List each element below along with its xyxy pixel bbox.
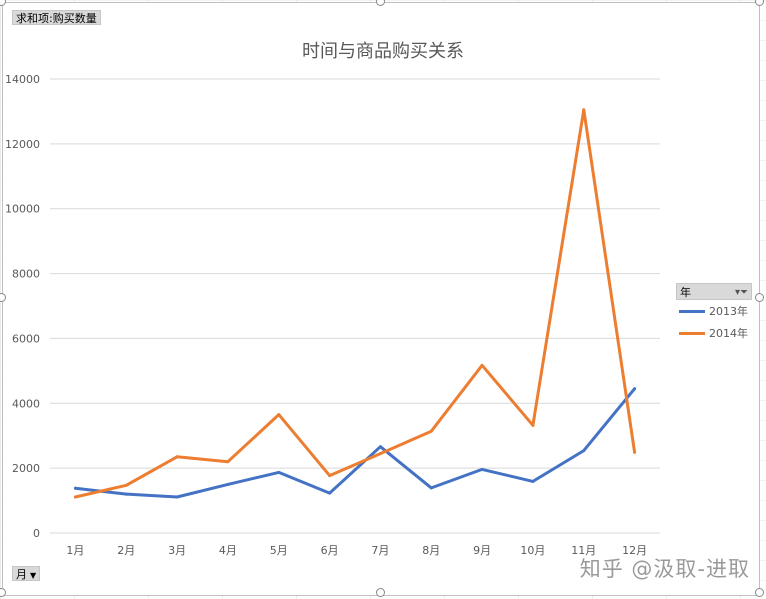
data-point xyxy=(226,482,230,486)
series-line-1 xyxy=(73,387,637,499)
resize-handle-top[interactable] xyxy=(376,0,385,6)
data-point xyxy=(429,486,433,490)
data-point xyxy=(328,491,332,495)
axis-field-button[interactable]: 月 ▼ xyxy=(12,566,41,581)
data-point xyxy=(582,449,586,453)
data-point xyxy=(480,467,484,471)
legend-field-label: 年 xyxy=(680,286,691,299)
resize-handle-top-left[interactable] xyxy=(0,0,6,6)
dropdown-arrow-icon: ▼ xyxy=(30,571,37,580)
x-tick-label: 6月 xyxy=(321,544,339,557)
data-point xyxy=(378,445,382,449)
x-tick-label: 10月 xyxy=(520,544,545,557)
legend-swatch xyxy=(679,331,705,335)
x-tick-label: 4月 xyxy=(219,544,237,557)
data-point xyxy=(73,486,77,490)
chart-title: 时间与商品购买关系 xyxy=(302,41,464,62)
data-point xyxy=(531,479,535,483)
x-tick-label: 7月 xyxy=(371,544,389,557)
data-point xyxy=(73,495,77,499)
x-tick-label: 5月 xyxy=(270,544,288,557)
x-tick-label: 1月 xyxy=(66,544,84,557)
x-tick-label: 11月 xyxy=(571,544,596,557)
data-point xyxy=(226,460,230,464)
x-tick-label: 9月 xyxy=(473,544,491,557)
y-tick-label: 4000 xyxy=(12,397,40,410)
x-tick-label: 3月 xyxy=(168,544,186,557)
data-point xyxy=(531,423,535,427)
data-point xyxy=(124,492,128,496)
watermark: 知乎 @汲取-进取 xyxy=(579,557,750,581)
data-point xyxy=(277,470,281,474)
legend-items: 2013年 2014年 xyxy=(676,300,752,344)
resize-handle-top-right[interactable] xyxy=(755,0,764,6)
resize-handle-right[interactable] xyxy=(755,293,764,302)
x-tick-label: 12月 xyxy=(622,544,647,557)
data-point xyxy=(480,363,484,367)
resize-handle-left[interactable] xyxy=(0,293,6,302)
y-tick-label: 12000 xyxy=(5,138,40,151)
value-field-label: 求和项:购买数量 xyxy=(16,12,97,25)
data-point xyxy=(277,413,281,417)
x-tick-label: 8月 xyxy=(422,544,440,557)
legend-field-button[interactable]: 年 ▾⏷ xyxy=(676,283,752,300)
data-point xyxy=(582,108,586,112)
series-line-2 xyxy=(73,108,637,499)
data-point xyxy=(429,429,433,433)
y-tick-label: 0 xyxy=(33,527,40,540)
data-point xyxy=(175,455,179,459)
y-tick-label: 2000 xyxy=(12,462,40,475)
x-tick-label: 2月 xyxy=(117,544,135,557)
legend-entry: 2014年 xyxy=(676,322,752,344)
data-point xyxy=(175,495,179,499)
y-tick-label: 14000 xyxy=(5,73,40,86)
data-point xyxy=(328,474,332,478)
data-point xyxy=(378,452,382,456)
resize-handle-bottom-right[interactable] xyxy=(755,588,764,597)
axis-field-label: 月 xyxy=(16,568,27,581)
y-tick-label: 6000 xyxy=(12,332,40,345)
data-point xyxy=(633,387,637,391)
filter-icon[interactable]: ▾⏷ xyxy=(734,287,748,298)
resize-handle-bottom-left[interactable] xyxy=(0,588,6,597)
legend-label: 2013年 xyxy=(709,305,748,318)
legend-label: 2014年 xyxy=(709,327,748,340)
legend-swatch xyxy=(679,309,705,313)
data-point xyxy=(633,450,637,454)
y-tick-label: 8000 xyxy=(12,268,40,281)
value-field-button[interactable]: 求和项:购买数量 xyxy=(12,10,101,25)
legend: 年 ▾⏷ 2013年 2014年 xyxy=(676,283,752,344)
legend-entry: 2013年 xyxy=(676,300,752,322)
resize-handle-bottom[interactable] xyxy=(376,588,385,597)
data-point xyxy=(124,483,128,487)
y-tick-label: 10000 xyxy=(5,203,40,216)
